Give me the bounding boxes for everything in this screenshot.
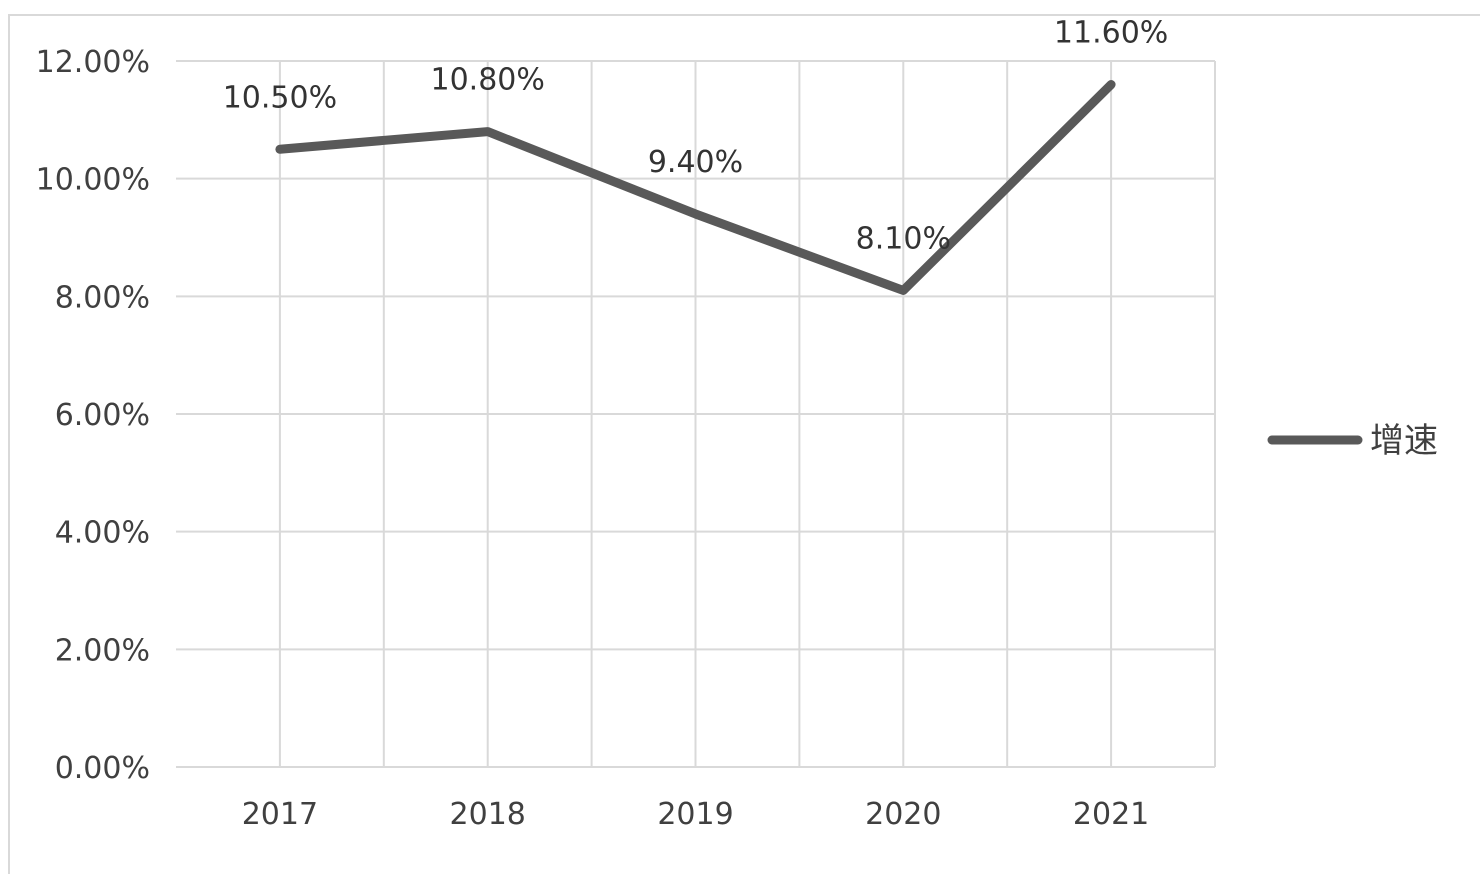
- y-tick-label: 8.00%: [55, 280, 150, 315]
- data-point: [1110, 83, 1113, 86]
- data-label: 9.40%: [648, 145, 743, 180]
- data-label: 10.80%: [431, 63, 545, 98]
- gridlines: [176, 60, 1216, 767]
- data-point: [278, 148, 281, 151]
- data-labels: 10.50% 10.80% 9.40% 8.10% 11.60%: [223, 16, 1169, 257]
- x-tick-label: 2020: [865, 797, 941, 832]
- x-tick-label: 2018: [450, 797, 526, 832]
- y-tick-label: 0.00%: [55, 751, 150, 786]
- x-tick-label: 2017: [242, 797, 318, 832]
- x-axis-tick-labels: 2017 2018 2019 2020 2021: [242, 797, 1150, 832]
- legend: 增速: [1267, 421, 1438, 461]
- y-tick-label: 2.00%: [55, 633, 150, 668]
- data-label: 10.50%: [223, 80, 337, 115]
- y-tick-label: 6.00%: [55, 398, 150, 433]
- y-tick-label: 4.00%: [55, 516, 150, 551]
- legend-label-series: 增速: [1370, 421, 1438, 461]
- data-label: 8.10%: [856, 221, 951, 256]
- y-axis-tick-labels: 0.00% 2.00% 4.00% 6.00% 8.00% 10.00% 12.00%: [36, 45, 150, 786]
- y-tick-label: 12.00%: [36, 45, 150, 80]
- series-layer: [275, 80, 1116, 295]
- y-tick-label: 10.00%: [36, 163, 150, 198]
- data-point: [902, 289, 905, 292]
- data-point: [486, 130, 489, 133]
- data-point: [694, 212, 697, 215]
- x-tick-label: 2021: [1073, 797, 1149, 832]
- x-tick-label: 2019: [657, 797, 733, 832]
- chart-frame: [8, 14, 1480, 874]
- data-label: 11.60%: [1054, 16, 1168, 51]
